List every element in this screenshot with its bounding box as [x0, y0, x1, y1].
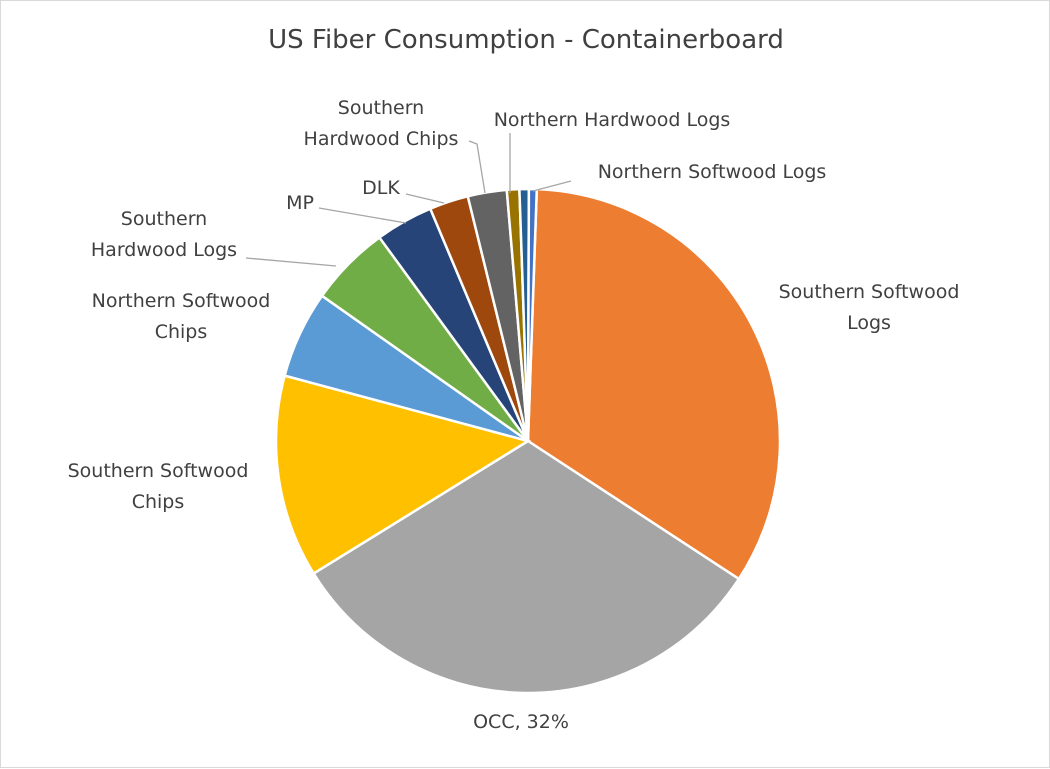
data-label-8: Northern Hardwood Logs — [494, 109, 731, 131]
leader-line-5 — [318, 207, 407, 224]
data-label-3: Chips — [155, 321, 208, 343]
data-label-6: DLK — [362, 177, 400, 199]
leader-line-7 — [468, 140, 486, 194]
chart-title: US Fiber Consumption - Containerboard — [268, 25, 784, 55]
data-label-2: Chips — [132, 491, 185, 513]
leader-line-10 — [532, 180, 572, 192]
data-label-2: Southern Softwood — [68, 460, 249, 482]
data-label-3: Northern Softwood — [92, 290, 271, 312]
pie-slice-1 — [311, 439, 741, 695]
pie-slice-10 — [526, 187, 539, 442]
data-label-5: MP — [286, 192, 314, 214]
data-label-0: Logs — [847, 312, 891, 334]
data-label-1: OCC, 32% — [473, 711, 569, 733]
data-label-10: Northern Softwood Logs — [598, 161, 827, 183]
data-label-7: Hardwood Chips — [304, 128, 459, 150]
leader-line-6 — [405, 193, 445, 204]
data-label-0: Southern Softwood — [779, 281, 960, 303]
leader-line-4 — [245, 257, 337, 267]
data-label-4: Southern — [121, 208, 207, 230]
data-label-7: Southern — [338, 97, 424, 119]
data-label-4: Hardwood Logs — [91, 239, 237, 261]
